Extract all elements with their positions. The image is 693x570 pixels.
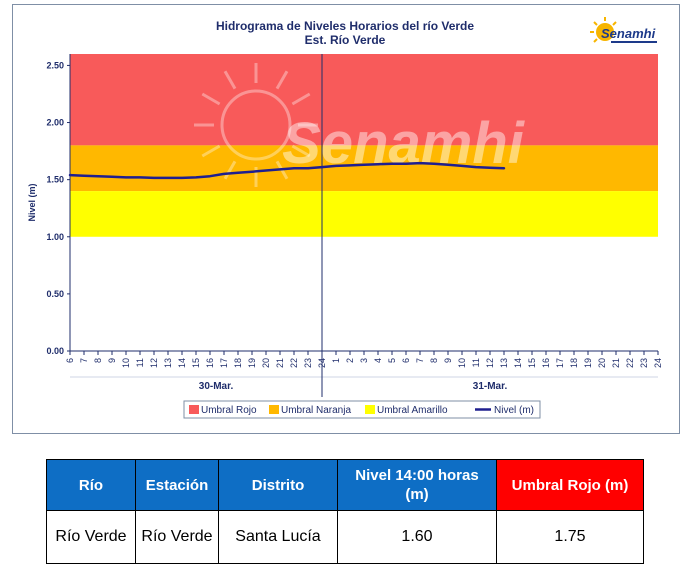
chart-legend: Umbral Rojo Umbral Naranja Umbral Amarillo… [183, 400, 541, 419]
cell-rio: Río Verde [46, 510, 136, 564]
legend-swatch [365, 405, 375, 414]
x-tick-label: 17 [219, 358, 229, 368]
watermark-text: Senamhi [282, 111, 526, 176]
x-tick-label: 18 [569, 358, 579, 368]
day-label: 31-Mar. [473, 381, 508, 392]
header-nivel: Nivel 14:00 horas (m) [337, 459, 497, 511]
watermark-sun-ray [201, 144, 221, 158]
x-tick-label: 11 [135, 358, 145, 367]
x-tick-label: 14 [177, 358, 187, 368]
y-tick-label: 0.00 [46, 346, 64, 356]
x-tick-label: 7 [415, 358, 425, 363]
x-tick-label: 7 [79, 358, 89, 363]
x-tick-label: 10 [121, 358, 131, 368]
header-rio: Río [46, 459, 136, 511]
x-tick-label: 20 [261, 358, 271, 368]
y-tick-label: 2.50 [46, 60, 64, 70]
x-tick-label: 17 [555, 358, 565, 368]
legend-swatch [269, 405, 279, 414]
x-tick-label: 20 [597, 358, 607, 368]
threshold-band-0 [70, 54, 658, 146]
x-tick-label: 12 [149, 358, 159, 368]
y-tick-label: 2.00 [46, 118, 64, 128]
x-tick-label: 8 [93, 358, 103, 363]
x-tick-label: 21 [611, 358, 621, 368]
watermark-sun-ray [291, 144, 311, 158]
x-tick-label: 19 [247, 358, 257, 368]
threshold-band-1 [70, 145, 658, 192]
x-tick-label: 23 [639, 358, 649, 368]
table-header-row: Río Estación Distrito Nivel 14:00 horas … [46, 459, 644, 511]
hydrograph-chart: Hidrograma de Niveles Horarios del río V… [27, 17, 663, 419]
x-tick-label: 19 [583, 358, 593, 368]
x-tick-label: 16 [205, 358, 215, 368]
x-tick-label: 21 [275, 358, 285, 368]
header-distrito: Distrito [218, 459, 338, 511]
x-tick-label: 10 [457, 358, 467, 368]
threshold-band-2 [70, 191, 658, 237]
threshold-bands [70, 54, 658, 237]
x-tick-label: 4 [373, 358, 383, 363]
watermark: Senamhi [194, 63, 526, 187]
legend-label: Umbral Rojo [201, 405, 257, 416]
y-axis-label: Nivel (m) [27, 183, 37, 221]
x-tick-label: 3 [359, 358, 369, 363]
station-info-table: Río Estación Distrito Nivel 14:00 horas … [46, 459, 644, 564]
watermark-sun-ray [291, 92, 311, 106]
x-tick-label: 13 [163, 358, 173, 368]
cell-estacion: Río Verde [135, 510, 219, 564]
watermark-sun-ray [223, 160, 237, 180]
legend-swatch [189, 405, 199, 414]
x-tick-label: 1 [331, 358, 341, 363]
x-tick-label: 9 [443, 358, 453, 363]
legend-label: Umbral Naranja [281, 405, 351, 416]
logo-text: Senamhi [601, 26, 656, 41]
x-tick-label: 23 [303, 358, 313, 368]
legend-label: Nivel (m) [494, 405, 534, 416]
x-tick-label: 18 [233, 358, 243, 368]
watermark-sun-ray [275, 70, 289, 90]
x-tick-label: 12 [485, 358, 495, 368]
x-tick-label: 6 [65, 358, 75, 363]
chart-subtitle: Est. Río Verde [305, 33, 386, 47]
y-tick-label: 0.50 [46, 289, 64, 299]
x-tick-label: 16 [541, 358, 551, 368]
table-row: Río Verde Río Verde Santa Lucía 1.60 1.7… [46, 510, 644, 564]
chart-frame: Hidrograma de Niveles Horarios del río V… [12, 4, 680, 434]
watermark-sun-ray [201, 92, 221, 106]
cell-nivel: 1.60 [337, 510, 497, 564]
header-estacion: Estación [135, 459, 219, 511]
watermark-sun-core [220, 89, 292, 161]
series-line-nivel [68, 161, 506, 180]
y-tick-label: 1.50 [46, 175, 64, 185]
header-umbral-rojo: Umbral Rojo (m) [496, 459, 644, 511]
x-tick-label: 8 [429, 358, 439, 363]
day-label: 30-Mar. [199, 381, 234, 392]
x-tick-label: 11 [471, 358, 481, 367]
x-tick-label: 2 [345, 358, 355, 363]
cell-distrito: Santa Lucía [218, 510, 338, 564]
x-tick-label: 13 [499, 358, 509, 368]
x-tick-label: 15 [191, 358, 201, 368]
x-tick-label: 6 [401, 358, 411, 363]
series-layer [68, 161, 506, 180]
x-tick-label: 24 [653, 358, 663, 368]
cell-umbral-rojo: 1.75 [496, 510, 644, 564]
y-tick-label: 1.00 [46, 232, 64, 242]
legend-label: Umbral Amarillo [377, 405, 448, 416]
x-tick-label: 22 [625, 358, 635, 368]
x-tick-label: 9 [107, 358, 117, 363]
x-tick-label: 5 [387, 358, 397, 363]
x-tick-label: 22 [289, 358, 299, 368]
chart-title: Hidrograma de Niveles Horarios del río V… [216, 19, 474, 33]
x-tick-label: 14 [513, 358, 523, 368]
x-tick-label: 15 [527, 358, 537, 368]
senamhi-logo-icon: Senamhi [590, 17, 657, 43]
watermark-sun-ray [223, 70, 237, 90]
